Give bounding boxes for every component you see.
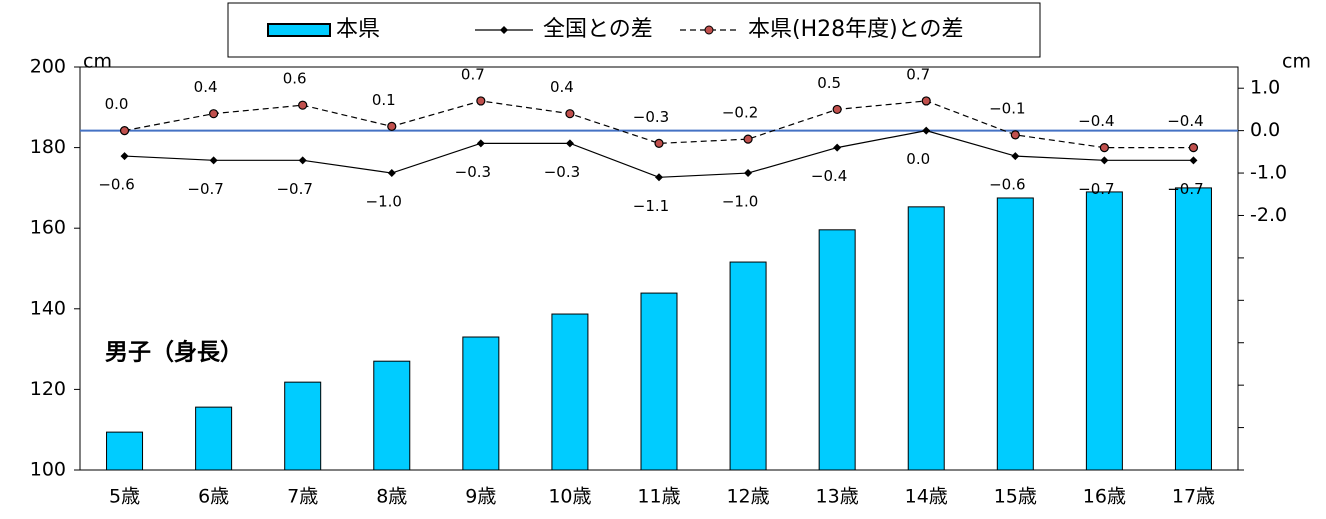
value-label: 0.4 bbox=[194, 78, 218, 96]
x-tick-label: 10歳 bbox=[548, 486, 591, 508]
marker bbox=[476, 139, 485, 148]
marker bbox=[744, 169, 753, 178]
marker bbox=[119, 126, 130, 136]
x-tick-label: 7歳 bbox=[287, 486, 318, 508]
marker bbox=[209, 109, 219, 119]
y-tick-label: 200 bbox=[30, 56, 66, 78]
value-label: −0.6 bbox=[98, 176, 134, 194]
legend-box bbox=[227, 2, 1041, 58]
x-tick-label: 12歳 bbox=[726, 486, 769, 508]
bar bbox=[106, 431, 144, 471]
marker bbox=[476, 96, 486, 106]
marker bbox=[832, 104, 842, 115]
value-label: −0.7 bbox=[187, 180, 223, 198]
marker bbox=[1100, 156, 1109, 165]
value-label: 0.5 bbox=[817, 74, 841, 92]
marker bbox=[922, 126, 931, 135]
bar bbox=[551, 313, 589, 471]
value-label: 0.6 bbox=[283, 70, 307, 88]
x-tick-label: 6歳 bbox=[198, 486, 229, 508]
y-unit: cm bbox=[83, 51, 112, 73]
y2-tick-label: -2.0 bbox=[1250, 204, 1287, 226]
value-label: −0.2 bbox=[722, 104, 758, 122]
y2-tick-label: 1.0 bbox=[1250, 77, 1280, 99]
marker bbox=[1188, 143, 1199, 153]
value-label: −1.0 bbox=[722, 193, 758, 211]
legend-marker bbox=[500, 26, 508, 34]
legend-label: 本県(H28年度)との差 bbox=[748, 17, 963, 42]
marker bbox=[209, 156, 218, 165]
y-tick-label: 180 bbox=[30, 136, 66, 158]
bar bbox=[1085, 191, 1123, 471]
bar bbox=[996, 197, 1034, 471]
x-tick-label: 13歳 bbox=[816, 486, 859, 508]
marker bbox=[1099, 143, 1109, 153]
value-label: 0.0 bbox=[906, 150, 930, 168]
bar bbox=[373, 360, 411, 471]
value-label: 0.7 bbox=[461, 65, 485, 83]
y-tick-label: 140 bbox=[30, 297, 66, 319]
marker bbox=[565, 139, 574, 148]
marker bbox=[655, 173, 663, 182]
value-label: −0.1 bbox=[989, 99, 1025, 117]
x-tick-label: 8歳 bbox=[376, 486, 407, 508]
value-label: −1.1 bbox=[633, 197, 669, 215]
value-label: −0.7 bbox=[1167, 180, 1203, 198]
value-label: −0.6 bbox=[989, 176, 1025, 194]
y2-tick-label: 0.0 bbox=[1250, 119, 1280, 141]
bar bbox=[818, 229, 856, 471]
value-label: −0.7 bbox=[276, 180, 312, 198]
bar bbox=[729, 261, 767, 471]
value-label: 0.7 bbox=[906, 65, 930, 83]
value-label: 0.1 bbox=[372, 91, 396, 109]
marker bbox=[1011, 152, 1020, 161]
marker bbox=[921, 96, 931, 106]
x-tick-label: 17歳 bbox=[1172, 486, 1215, 508]
value-label: −0.7 bbox=[1078, 180, 1114, 198]
x-tick-label: 14歳 bbox=[905, 486, 948, 508]
value-label: 0.0 bbox=[105, 95, 129, 113]
value-label: −0.3 bbox=[633, 108, 669, 126]
value-label: −1.0 bbox=[366, 193, 402, 211]
x-tick-label: 16歳 bbox=[1083, 486, 1126, 508]
bar bbox=[284, 381, 322, 471]
bar bbox=[195, 406, 233, 471]
value-label: −0.4 bbox=[1167, 112, 1203, 130]
y-tick-label: 160 bbox=[30, 217, 66, 239]
y2-tick-label: -1.0 bbox=[1250, 162, 1287, 184]
x-tick-label: 5歳 bbox=[109, 486, 140, 508]
value-label: −0.3 bbox=[544, 163, 580, 181]
marker bbox=[298, 100, 308, 110]
value-label: 0.4 bbox=[550, 78, 574, 96]
marker bbox=[654, 138, 664, 148]
value-label: −0.4 bbox=[811, 167, 847, 185]
x-tick-label: 11歳 bbox=[637, 486, 680, 508]
marker bbox=[1010, 130, 1020, 140]
bar bbox=[462, 336, 500, 471]
annotation: 男子（身長） bbox=[105, 339, 243, 366]
value-label: −0.4 bbox=[1078, 112, 1114, 130]
legend-swatch bbox=[267, 23, 331, 37]
marker bbox=[120, 152, 129, 161]
bar bbox=[1174, 187, 1212, 471]
marker bbox=[1189, 156, 1198, 165]
value-label: −0.3 bbox=[455, 163, 491, 181]
y-tick-label: 100 bbox=[30, 459, 66, 481]
legend-marker bbox=[704, 25, 714, 35]
y2-unit: cm bbox=[1282, 51, 1311, 73]
legend-label: 本県 bbox=[336, 17, 380, 42]
bar bbox=[907, 206, 945, 471]
x-tick-label: 9歳 bbox=[465, 486, 496, 508]
legend-label: 全国との差 bbox=[543, 17, 653, 42]
x-tick-label: 15歳 bbox=[994, 486, 1037, 508]
marker bbox=[743, 134, 753, 144]
marker bbox=[298, 156, 307, 165]
marker bbox=[565, 109, 575, 119]
marker bbox=[387, 169, 396, 178]
bar bbox=[640, 292, 678, 471]
y-tick-label: 120 bbox=[30, 378, 66, 400]
marker bbox=[833, 143, 842, 152]
marker bbox=[387, 121, 397, 131]
